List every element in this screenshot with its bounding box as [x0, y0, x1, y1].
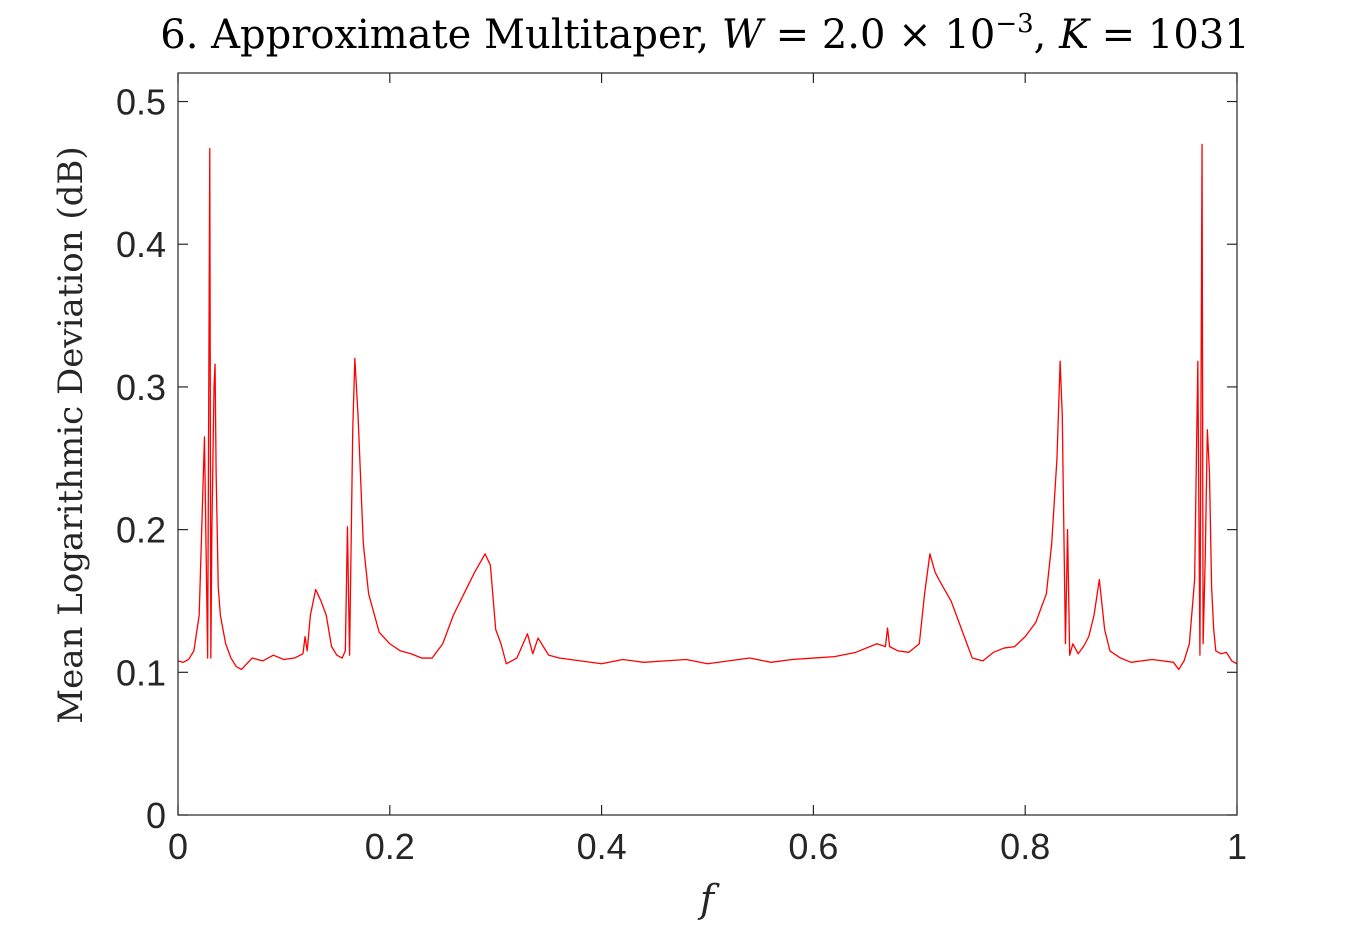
y-tick-label-3: 0.3 — [116, 367, 166, 408]
chart-title-w-value: = 2.0 × 10 — [763, 12, 995, 58]
plot-area — [177, 143, 1238, 671]
x-tick-label-5: 1 — [1227, 826, 1247, 867]
x-axis: 0 0.2 0.4 0.6 0.8 1 — [168, 73, 1247, 867]
axes-box — [177, 72, 1238, 816]
chart-title-k-symbol: K — [1058, 12, 1091, 58]
chart-title-w-exponent: −3 — [995, 9, 1033, 39]
series-line — [177, 143, 1238, 671]
x-tick-label-2: 0.4 — [577, 826, 627, 867]
chart-title: 6. Approximate Multitaper, W = 2.0 × 10−… — [160, 9, 1249, 58]
chart-title-prefix: 6. Approximate Multitaper, — [160, 12, 722, 58]
y-tick-label-2: 0.2 — [116, 510, 166, 551]
y-tick-label-4: 0.4 — [116, 224, 166, 265]
x-tick-label-1: 0.2 — [365, 826, 415, 867]
y-tick-label-5: 0.5 — [116, 82, 166, 123]
x-tick-label-0: 0 — [168, 826, 188, 867]
x-tick-label-4: 0.8 — [1000, 826, 1050, 867]
x-tick-label-3: 0.6 — [788, 826, 838, 867]
y-tick-label-1: 0.1 — [116, 652, 166, 693]
chart-title-k-value: = 1031 — [1089, 12, 1250, 58]
y-tick-label-0: 0 — [146, 795, 166, 836]
y-axis-label: Mean Logarithmic Deviation (dB) — [51, 146, 91, 723]
chart-title-separator: , — [1034, 12, 1059, 58]
chart-title-w-symbol: W — [722, 12, 766, 58]
y-axis: 0 0.1 0.2 0.3 0.4 0.5 — [116, 82, 1237, 836]
